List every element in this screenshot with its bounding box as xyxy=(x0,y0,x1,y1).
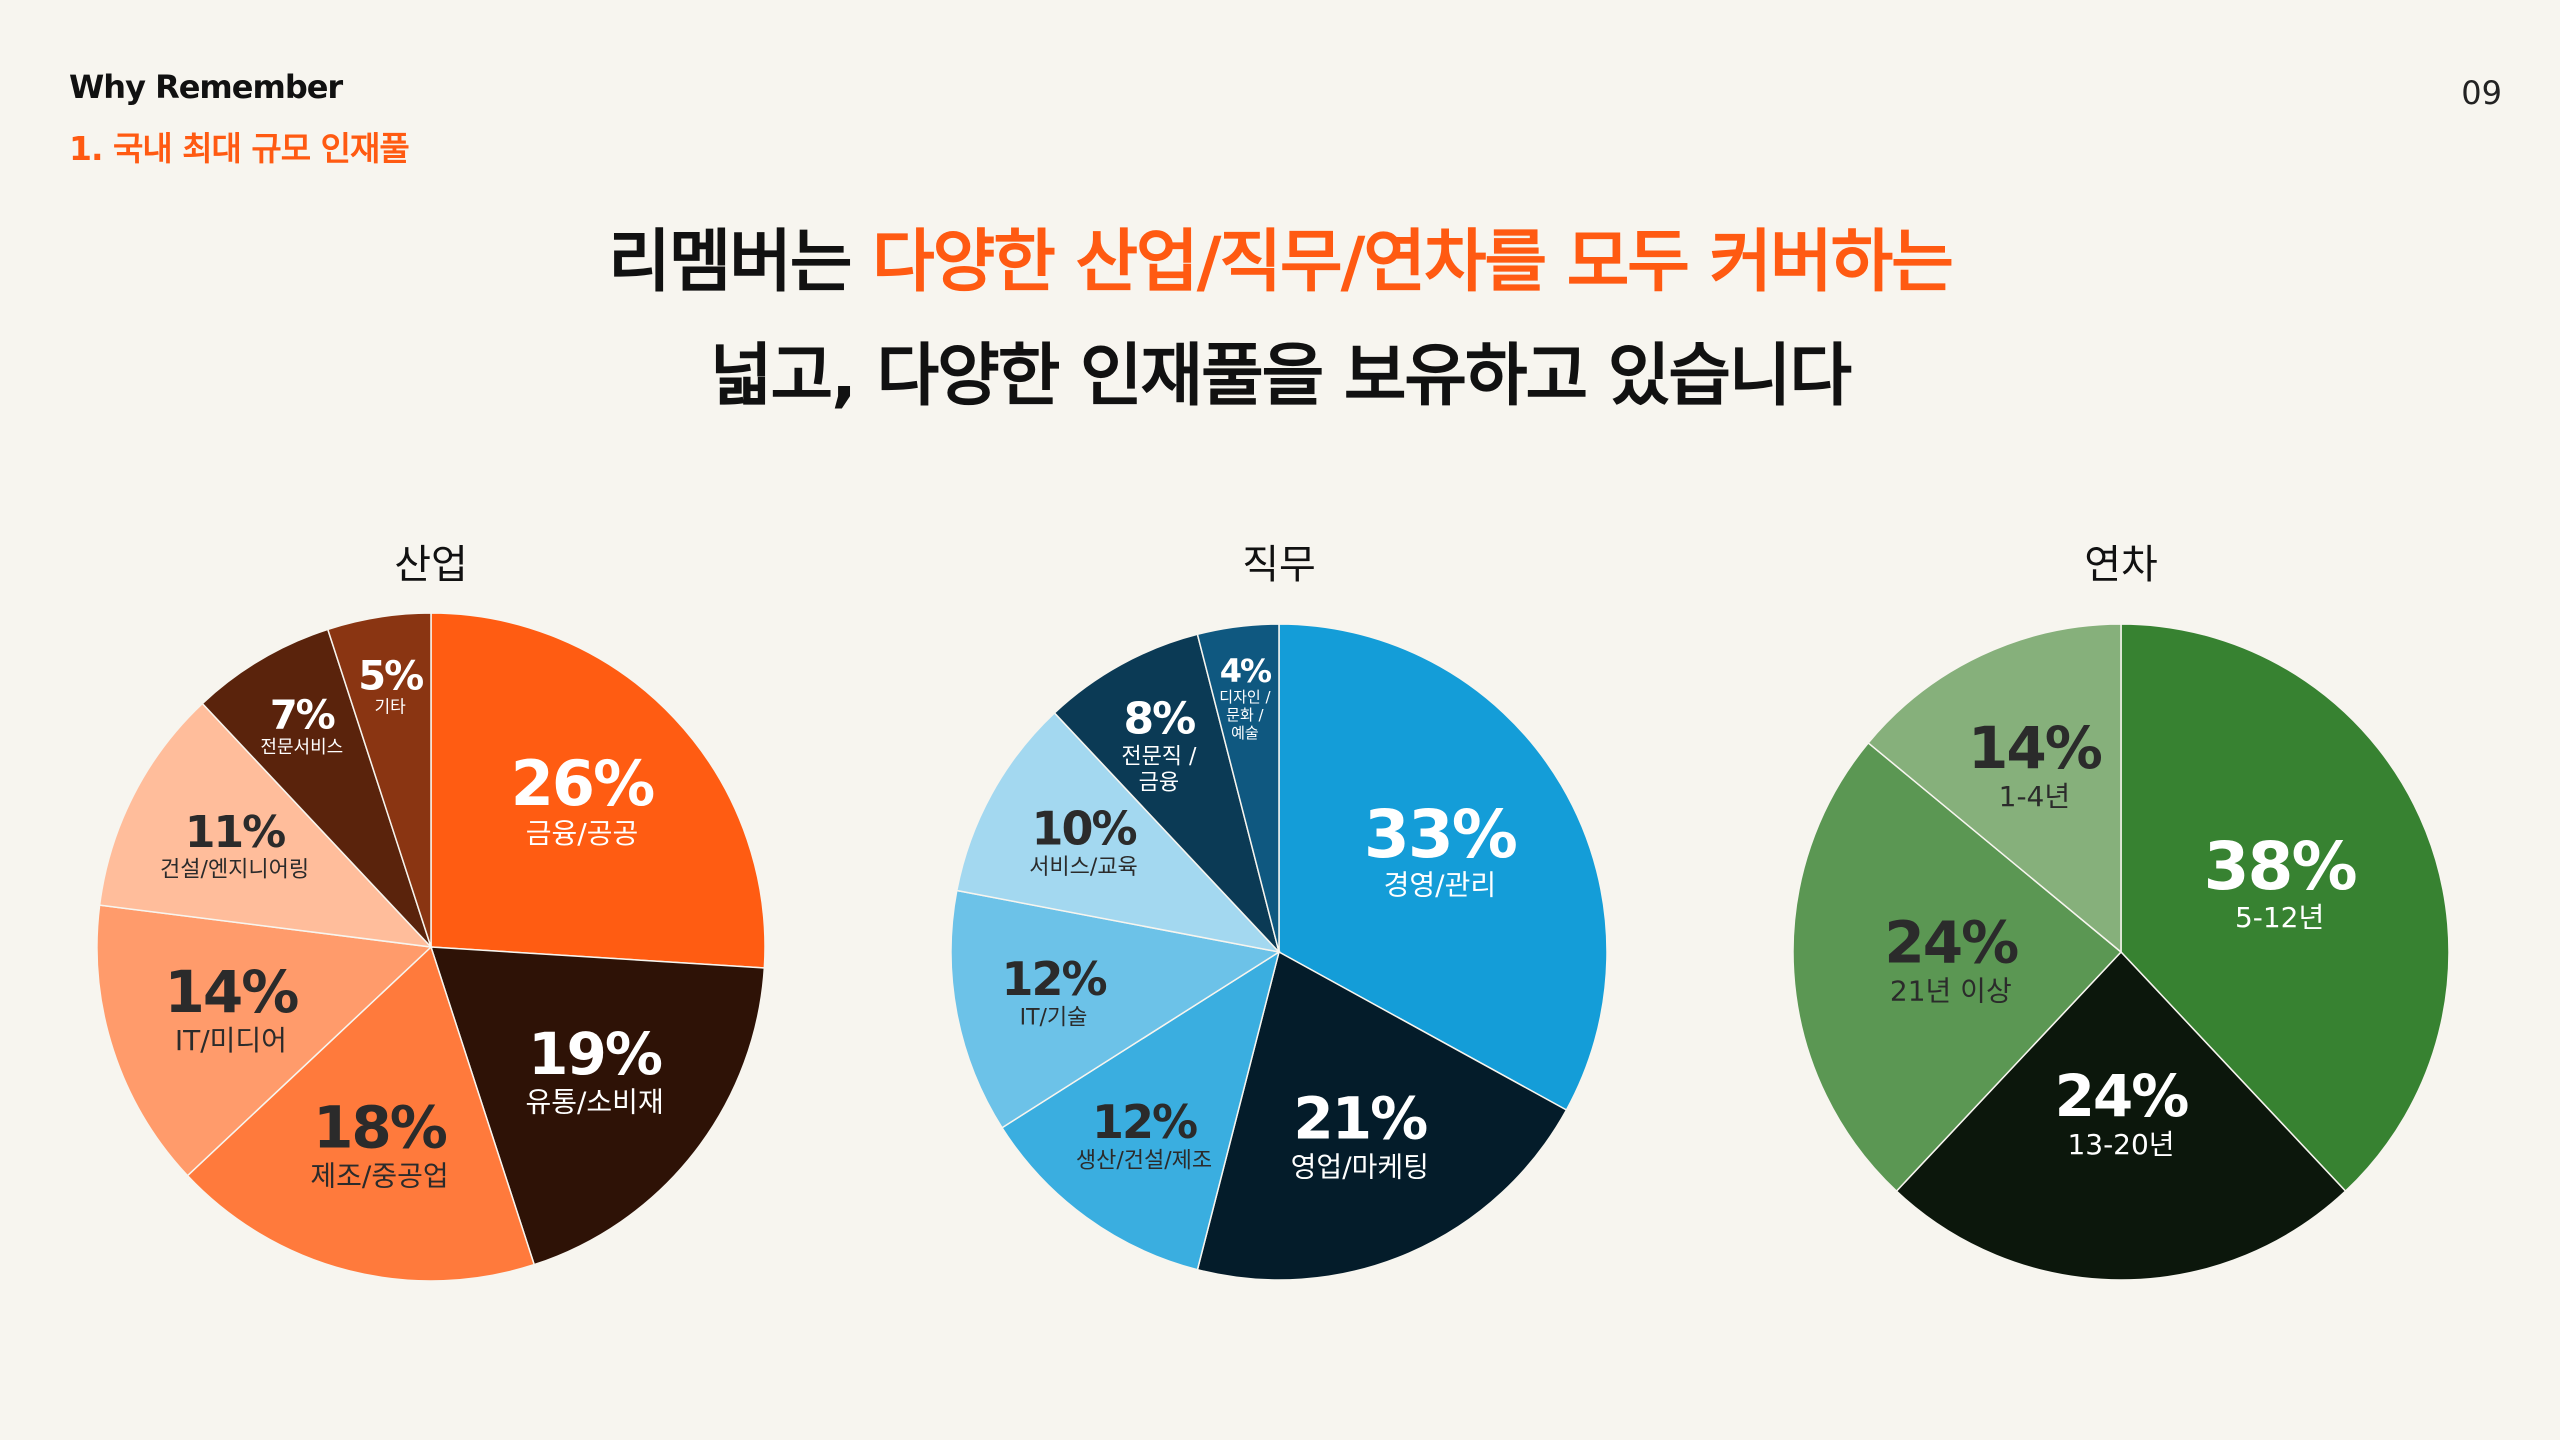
slice-percent: 12% xyxy=(1001,952,1106,1006)
pie-slice xyxy=(955,711,1282,954)
pie-slice xyxy=(1196,950,1568,1281)
slice-percent: 5% xyxy=(358,654,423,700)
pie-slice xyxy=(326,612,432,948)
slice-label: 5-12년 xyxy=(2235,901,2324,934)
slice-label: 금융 xyxy=(1139,771,1179,796)
headline-line-2: 넓고, 다양한 인재풀을 보유하고 있습니다 xyxy=(709,337,1852,416)
slice-label: 영업/마케팅 xyxy=(1291,1150,1429,1183)
pie-slice xyxy=(1867,623,2122,954)
pie-slice xyxy=(1001,950,1281,1271)
slice-label: 디자인 / xyxy=(1219,688,1271,706)
slice-label: 기타 xyxy=(375,698,407,718)
slice-label: 유통/소비재 xyxy=(525,1086,663,1119)
slice-percent: 38% xyxy=(2204,828,2357,905)
pie-title: 산업 xyxy=(394,542,468,588)
slice-label: 경영/관리 xyxy=(1384,869,1496,902)
pie-slice xyxy=(1895,950,2347,1281)
pie-slice xyxy=(98,702,433,949)
pie-chart-2: 직무33%경영/관리21%영업/마케팅12%생산/건설/제조12%IT/기술10… xyxy=(950,542,1608,1281)
slice-percent: 8% xyxy=(1124,694,1196,745)
pie-slice xyxy=(1278,623,1608,1112)
brand-label: Why Remember xyxy=(69,68,343,106)
slice-percent: 24% xyxy=(1884,909,2018,977)
pie-slice xyxy=(950,889,1282,1129)
slice-label: 전문직 / xyxy=(1121,744,1197,769)
slice-percent: 7% xyxy=(270,693,335,739)
pie-slice xyxy=(201,628,432,948)
slice-percent: 10% xyxy=(1031,802,1136,856)
pie-slice xyxy=(1792,741,2123,1193)
slice-percent: 24% xyxy=(2055,1062,2189,1130)
headline-line-1-plain: 리멤버는 xyxy=(608,223,873,302)
slice-label: IT/미디어 xyxy=(175,1024,287,1057)
slice-percent: 33% xyxy=(1364,796,1517,873)
headline-line-1-accent: 다양한 산업/직무/연차를 모두 커버하는 xyxy=(872,223,1954,302)
slice-label: 제조/중공업 xyxy=(310,1159,448,1192)
slice-label: 건설/엔지니어링 xyxy=(160,858,309,883)
pie-slice xyxy=(96,904,433,1177)
slice-percent: 26% xyxy=(511,747,654,820)
page-number: 09 xyxy=(2461,74,2502,112)
pie-slice xyxy=(1196,623,1280,953)
slice-label: 금융/공공 xyxy=(526,817,638,850)
slice-label: 전문서비스 xyxy=(260,737,343,758)
pie-slice xyxy=(1053,633,1280,953)
slice-percent: 18% xyxy=(313,1094,447,1162)
pie-title: 연차 xyxy=(2084,542,2158,588)
slice-label: 13-20년 xyxy=(2067,1128,2174,1161)
slice-label: 예술 xyxy=(1231,724,1259,742)
slice-percent: 12% xyxy=(1092,1095,1197,1149)
slice-percent: 11% xyxy=(185,807,285,858)
slice-percent: 4% xyxy=(1220,652,1272,690)
pie-chart-1: 산업 26%금융/공공 19%유통/소비재 18%제조/중공업 14%IT/미디어 11%… xyxy=(96,542,766,1282)
pie-slice xyxy=(186,945,536,1282)
slice-label: 서비스/교육 xyxy=(1029,855,1138,880)
slice-label: 문화 / xyxy=(1226,706,1264,724)
pie-title: 직무 xyxy=(1242,542,1316,588)
slice-percent: 14% xyxy=(1968,714,2102,782)
pie-slice xyxy=(2120,623,2450,1193)
slice-label: 21년 이상 xyxy=(1890,975,2012,1008)
slice-label: 생산/건설/제조 xyxy=(1076,1149,1212,1174)
pie-slice xyxy=(430,612,766,969)
slice-label: 1-4년 xyxy=(1999,780,2071,813)
section-label: 1. 국내 최대 규모 인재풀 xyxy=(69,129,410,168)
pie-slice xyxy=(429,946,766,1266)
slice-percent: 21% xyxy=(1293,1085,1427,1153)
slice-percent: 19% xyxy=(528,1020,662,1088)
slice-percent: 14% xyxy=(164,958,298,1026)
headline-line-1: 리멤버는 다양한 산업/직무/연차를 모두 커버하는 xyxy=(0,206,2560,305)
slice-label: IT/기술 xyxy=(1020,1006,1088,1031)
